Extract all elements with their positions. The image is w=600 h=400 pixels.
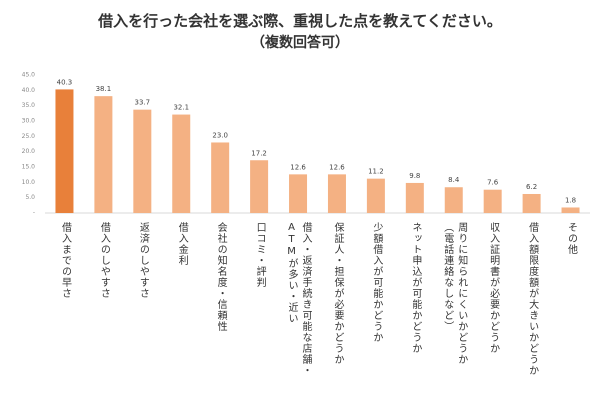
- x-tick-label: 借入・返済手続き可能な店舗・ ATMが多い・近い: [286, 222, 312, 376]
- bar: [561, 207, 580, 213]
- x-tick-label: 借入までの早さ: [59, 222, 71, 299]
- y-tick-label: 40.0: [22, 87, 36, 94]
- x-tick-label: ネット申込が可能かどうか: [409, 222, 421, 354]
- y-tick-label: 5.0: [25, 194, 35, 201]
- y-tick-label: -: [33, 210, 35, 217]
- value-label: 1.8: [565, 196, 576, 204]
- value-label: 38.1: [96, 85, 112, 93]
- y-tick-label: 20.0: [22, 148, 36, 155]
- x-tick-label: 収入証明書が必要かどうか: [487, 222, 499, 354]
- bar: [289, 174, 308, 213]
- x-tick-label: 周りに知られにくいかどうか （電話連絡なしなど）: [441, 222, 467, 365]
- y-tick-label: 10.0: [22, 179, 36, 186]
- bar: [522, 193, 541, 213]
- value-label: 32.1: [173, 104, 189, 112]
- bar: [211, 142, 230, 213]
- value-label: 17.2: [251, 149, 267, 157]
- y-tick-label: 25.0: [22, 133, 36, 140]
- bar: [94, 96, 113, 213]
- bar: [405, 182, 424, 213]
- value-label: 7.6: [487, 179, 499, 187]
- chart-title: 借入を行った会社を選ぶ際、重視した点を教えてください。: [98, 12, 502, 30]
- x-tick-label: 口コミ・評判: [254, 222, 266, 288]
- x-tick-label: 返済のしやすさ: [137, 222, 149, 299]
- x-tick-label: 借入金利: [176, 222, 188, 266]
- x-tick-label: 少額借入が可能かどうか: [370, 222, 382, 343]
- value-label: 12.6: [329, 163, 345, 171]
- x-tick-label: 保証人・担保が必要かどうか: [331, 222, 343, 365]
- y-tick-label: 45.0: [22, 72, 36, 79]
- value-label: 11.2: [368, 168, 384, 176]
- x-tick-label: 会社の知名度・信頼性: [215, 222, 227, 332]
- value-label: 23.0: [212, 131, 228, 139]
- value-label: 8.4: [448, 176, 460, 184]
- bar: [172, 114, 191, 213]
- bar: [483, 189, 502, 213]
- bar: [133, 109, 152, 213]
- x-tick-label: 借入額限度額が大きいかどうか: [526, 222, 538, 376]
- bar: [444, 187, 463, 213]
- x-tick-label: 借入のしやすさ: [98, 222, 110, 299]
- y-tick-label: 30.0: [22, 118, 36, 125]
- value-label: 33.7: [135, 99, 151, 107]
- y-tick-label: 35.0: [22, 102, 36, 109]
- value-label: 40.3: [57, 78, 73, 86]
- y-tick-label: 15.0: [22, 164, 36, 171]
- value-label: 6.2: [526, 183, 537, 191]
- bar: [327, 174, 346, 213]
- bar: [55, 89, 74, 213]
- value-label: 12.6: [290, 163, 306, 171]
- bar: [366, 178, 385, 213]
- value-label: 9.8: [409, 172, 420, 180]
- chart-subtitle: （複数回答可）: [251, 35, 349, 51]
- x-tick-label: その他: [565, 222, 577, 255]
- bar: [250, 160, 269, 213]
